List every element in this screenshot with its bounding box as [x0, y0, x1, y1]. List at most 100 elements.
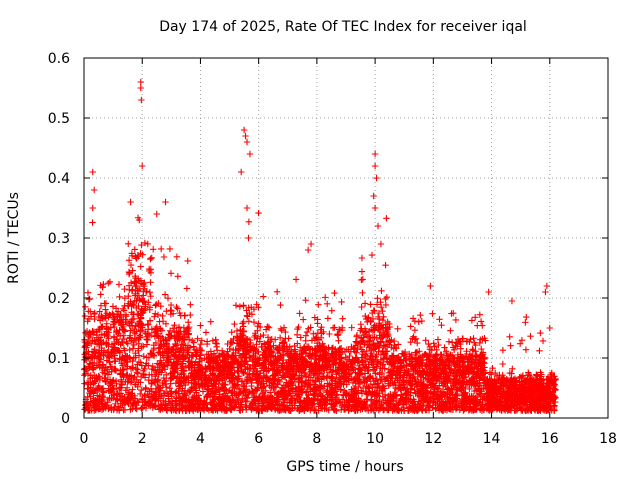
roti-point	[119, 362, 126, 369]
roti-point	[87, 384, 94, 391]
roti-point	[213, 340, 220, 348]
roti-point	[324, 300, 331, 308]
roti-point	[127, 365, 135, 372]
roti-point	[117, 404, 125, 411]
roti-point	[151, 329, 159, 336]
roti-point	[176, 400, 183, 407]
roti-point	[102, 378, 110, 385]
roti-point	[173, 303, 180, 311]
roti-point	[116, 293, 123, 300]
roti-point	[141, 239, 149, 247]
roti-point	[148, 400, 155, 407]
roti-point	[106, 278, 114, 286]
roti-point	[335, 337, 342, 344]
roti-point	[97, 393, 105, 400]
roti-point	[102, 300, 110, 307]
roti-point	[338, 298, 345, 306]
roti-point	[126, 354, 133, 361]
roti-point	[378, 287, 385, 295]
roti-point	[86, 334, 94, 342]
roti-point	[348, 324, 355, 331]
roti-point	[125, 293, 132, 300]
roti-point	[163, 345, 170, 353]
roti-point	[152, 389, 159, 396]
roti-point	[150, 366, 158, 373]
roti-point	[141, 402, 148, 409]
roti-point	[162, 320, 170, 328]
roti-point	[155, 344, 162, 352]
roti-point	[116, 385, 123, 393]
roti-point	[326, 330, 333, 338]
roti-point	[368, 251, 376, 259]
roti-point	[296, 310, 303, 317]
roti-point	[143, 336, 151, 343]
roti-point	[179, 352, 186, 360]
roti-point	[86, 389, 93, 397]
roti-point	[407, 323, 414, 330]
roti-point	[125, 400, 132, 408]
roti-point	[452, 316, 460, 324]
roti-point	[169, 365, 176, 373]
roti-point	[187, 311, 194, 319]
roti-point	[159, 379, 166, 387]
roti-point	[156, 318, 163, 325]
roti-point	[90, 380, 97, 387]
roti-point	[382, 261, 389, 269]
roti-point	[152, 378, 159, 386]
roti-point	[163, 371, 170, 379]
roti-point	[130, 315, 138, 322]
roti-point	[137, 307, 144, 315]
roti-point	[148, 377, 156, 384]
roti-point	[185, 331, 192, 338]
roti-point	[224, 387, 232, 395]
roti-point	[121, 347, 128, 354]
roti-point	[83, 367, 90, 374]
roti-point	[116, 349, 124, 356]
roti-point	[112, 367, 120, 374]
roti-point	[170, 364, 177, 371]
roti-point	[315, 301, 322, 308]
roti-point	[112, 377, 120, 385]
roti-point	[84, 318, 91, 325]
roti-point	[119, 398, 126, 405]
roti-point	[154, 311, 162, 319]
roti-point	[172, 340, 179, 348]
roti-point	[87, 398, 94, 405]
roti-point	[170, 374, 177, 381]
roti-point	[113, 328, 121, 336]
roti-point	[113, 396, 121, 403]
roti-point	[125, 257, 133, 264]
roti-point	[138, 343, 145, 351]
roti-point	[172, 389, 179, 396]
roti-point	[154, 332, 162, 340]
roti-point	[140, 343, 147, 350]
roti-point	[137, 327, 144, 335]
roti-point	[415, 318, 422, 326]
roti-point	[441, 344, 448, 351]
roti-point	[179, 363, 186, 370]
roti-point	[210, 350, 218, 357]
roti-point	[411, 326, 419, 334]
roti-point	[197, 322, 204, 329]
roti-point	[176, 407, 183, 414]
roti-point	[173, 355, 181, 363]
roti-point	[119, 367, 126, 374]
roti-point	[167, 380, 174, 387]
roti-point	[160, 253, 168, 261]
roti-point	[86, 407, 93, 414]
roti-point	[130, 354, 137, 362]
roti-point	[173, 361, 181, 368]
roti-point	[425, 340, 432, 348]
roti-point	[212, 339, 219, 347]
data-points	[80, 78, 559, 414]
roti-point	[109, 376, 117, 384]
roti-point	[181, 373, 188, 381]
roti-point	[96, 405, 103, 413]
roti-point	[436, 316, 443, 323]
roti-point	[141, 328, 149, 336]
roti-point	[129, 364, 136, 371]
roti-point	[177, 379, 184, 387]
roti-point	[438, 322, 445, 329]
roti-point	[125, 270, 133, 278]
